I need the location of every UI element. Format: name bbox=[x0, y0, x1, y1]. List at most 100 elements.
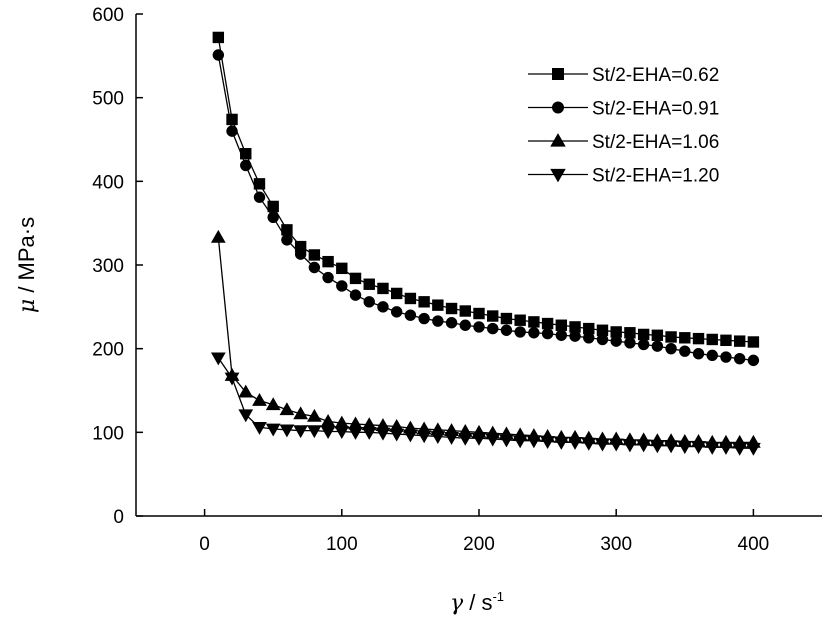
data-point bbox=[473, 307, 485, 320]
data-point bbox=[595, 438, 610, 452]
y-tick-label: 400 bbox=[92, 172, 124, 193]
data-point bbox=[746, 442, 761, 456]
data-point bbox=[416, 430, 432, 444]
series-1 bbox=[212, 31, 760, 348]
data-point bbox=[499, 434, 514, 448]
data-point bbox=[418, 296, 430, 308]
data-point bbox=[692, 347, 705, 360]
data-point bbox=[733, 335, 746, 347]
data-point bbox=[720, 334, 732, 347]
data-point bbox=[569, 330, 581, 342]
data-point bbox=[636, 439, 652, 453]
data-point bbox=[457, 432, 473, 446]
data-point bbox=[718, 442, 734, 455]
data-point bbox=[583, 332, 595, 344]
legend-label: St/2-EHA=1.06 bbox=[592, 132, 719, 153]
data-point bbox=[404, 292, 417, 305]
data-point bbox=[265, 423, 281, 437]
data-point bbox=[334, 426, 350, 440]
data-point bbox=[733, 353, 746, 365]
series-4 bbox=[210, 352, 761, 456]
data-point bbox=[224, 372, 240, 386]
data-point bbox=[348, 426, 363, 440]
data-point bbox=[336, 280, 348, 292]
data-point bbox=[267, 211, 279, 224]
data-point bbox=[540, 436, 555, 450]
data-point bbox=[363, 278, 375, 290]
data-point bbox=[677, 441, 693, 455]
data-point bbox=[692, 332, 705, 345]
data-point bbox=[212, 49, 225, 61]
data-point bbox=[487, 322, 499, 335]
series-3 bbox=[210, 229, 761, 448]
data-point bbox=[679, 332, 691, 344]
data-point bbox=[430, 431, 446, 445]
data-point bbox=[265, 397, 281, 411]
data-point bbox=[665, 331, 677, 343]
x-axis-ticks: 0 100 200 300 400 bbox=[199, 509, 769, 555]
x-tick-label: 0 bbox=[199, 534, 210, 555]
data-point bbox=[210, 229, 226, 243]
data-point bbox=[596, 333, 609, 346]
x-axis-title: γ / s-1 bbox=[450, 589, 504, 616]
data-point bbox=[432, 315, 444, 327]
data-point bbox=[471, 432, 487, 446]
y-tick-label: 500 bbox=[92, 89, 124, 110]
data-point bbox=[514, 314, 526, 326]
data-point bbox=[320, 413, 336, 427]
data-point bbox=[363, 296, 375, 308]
data-point bbox=[432, 299, 444, 311]
data-point bbox=[649, 440, 665, 454]
data-point bbox=[581, 437, 597, 451]
data-point bbox=[349, 272, 362, 285]
legend: St/2-EHA=0.62 St/2-EHA=0.91 St/2-EHA=1.06 S… bbox=[528, 65, 719, 187]
data-point bbox=[706, 349, 718, 362]
data-point bbox=[293, 425, 309, 439]
data-point bbox=[294, 248, 307, 260]
data-point bbox=[663, 440, 679, 454]
data-point bbox=[403, 429, 418, 443]
data-point bbox=[624, 327, 636, 339]
data-point bbox=[444, 431, 459, 445]
data-point bbox=[308, 261, 321, 274]
data-point bbox=[320, 426, 336, 440]
data-point bbox=[445, 302, 458, 315]
data-point bbox=[665, 342, 677, 355]
data-point bbox=[555, 319, 568, 331]
data-point bbox=[610, 335, 622, 347]
legend-label: St/2-EHA=1.20 bbox=[592, 166, 719, 187]
data-point bbox=[624, 337, 636, 349]
data-point bbox=[281, 234, 293, 246]
data-point bbox=[679, 345, 691, 357]
data-point bbox=[226, 125, 238, 137]
data-point bbox=[306, 425, 322, 439]
data-point bbox=[541, 327, 554, 340]
data-point bbox=[252, 393, 267, 406]
legend-marker bbox=[550, 133, 566, 147]
series-2 bbox=[212, 49, 760, 367]
data-point bbox=[732, 442, 748, 456]
y-tick-label: 100 bbox=[92, 423, 124, 444]
data-point bbox=[651, 340, 664, 352]
legend-item: St/2-EHA=0.62 bbox=[528, 65, 719, 86]
data-point bbox=[704, 442, 720, 455]
data-point bbox=[336, 262, 348, 275]
data-point bbox=[637, 328, 650, 341]
series-layer bbox=[210, 31, 761, 456]
data-point bbox=[567, 436, 583, 450]
series-line bbox=[217, 37, 754, 343]
legend-item: St/2-EHA=1.06 bbox=[528, 132, 719, 153]
series-line bbox=[217, 54, 754, 362]
data-point bbox=[375, 427, 391, 441]
data-point bbox=[306, 408, 322, 422]
data-point bbox=[322, 271, 334, 284]
data-point bbox=[747, 336, 760, 348]
data-point bbox=[238, 384, 254, 398]
y-tick-label: 200 bbox=[92, 340, 124, 361]
data-point bbox=[253, 191, 266, 203]
data-point bbox=[526, 435, 542, 449]
legend-label: St/2-EHA=0.62 bbox=[592, 65, 719, 86]
y-axis-ticks: 0 100 200 300 400 500 600 bbox=[92, 5, 143, 528]
data-point bbox=[608, 438, 624, 452]
